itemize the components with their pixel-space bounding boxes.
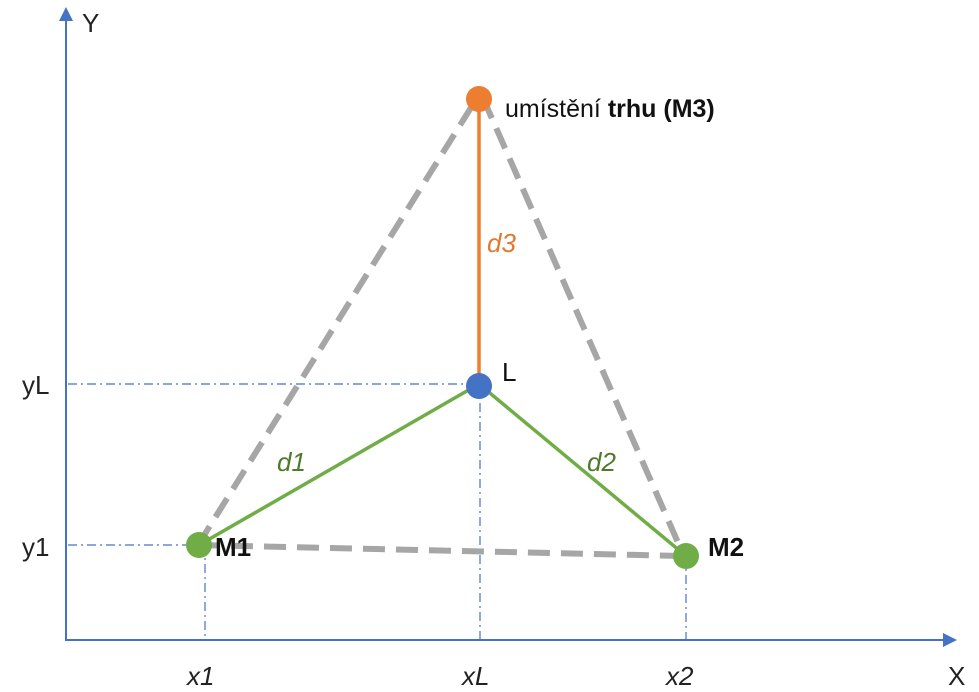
- label-d3: d3: [487, 228, 516, 258]
- label-d2: d2: [587, 447, 616, 477]
- label-m3-bold: trhu (M3): [608, 95, 715, 123]
- x-tick-x2: x2: [664, 661, 694, 691]
- label-m3-prefix: umístění: [505, 95, 608, 123]
- y-tick-yL: yL: [22, 370, 49, 400]
- y-tick-y1: y1: [22, 532, 49, 562]
- y-axis-label: Y: [82, 8, 99, 38]
- triangle-m1-m2-m3: [198, 98, 683, 556]
- x-axis-label: X: [948, 661, 965, 691]
- x-tick-xL: xL: [460, 661, 489, 691]
- point-l: [466, 373, 492, 399]
- label-m3: umístění trhu (M3): [505, 95, 715, 123]
- distance-line-d1: [199, 384, 479, 545]
- point-m1: [186, 532, 212, 558]
- label-d1: d1: [277, 447, 306, 477]
- label-l: L: [502, 357, 516, 387]
- point-m3-market: [466, 86, 492, 112]
- triangle-edge-m3-m2: [483, 98, 683, 554]
- distance-line-d2: [479, 384, 686, 556]
- x-tick-x1: x1: [185, 661, 214, 691]
- triangle-edge-m1-m3: [198, 98, 477, 545]
- guide-lines: [68, 384, 686, 640]
- label-m1: M1: [215, 532, 251, 562]
- label-m2: M2: [708, 532, 744, 562]
- point-m2: [673, 543, 699, 569]
- triangle-edge-m1-m2: [198, 545, 683, 556]
